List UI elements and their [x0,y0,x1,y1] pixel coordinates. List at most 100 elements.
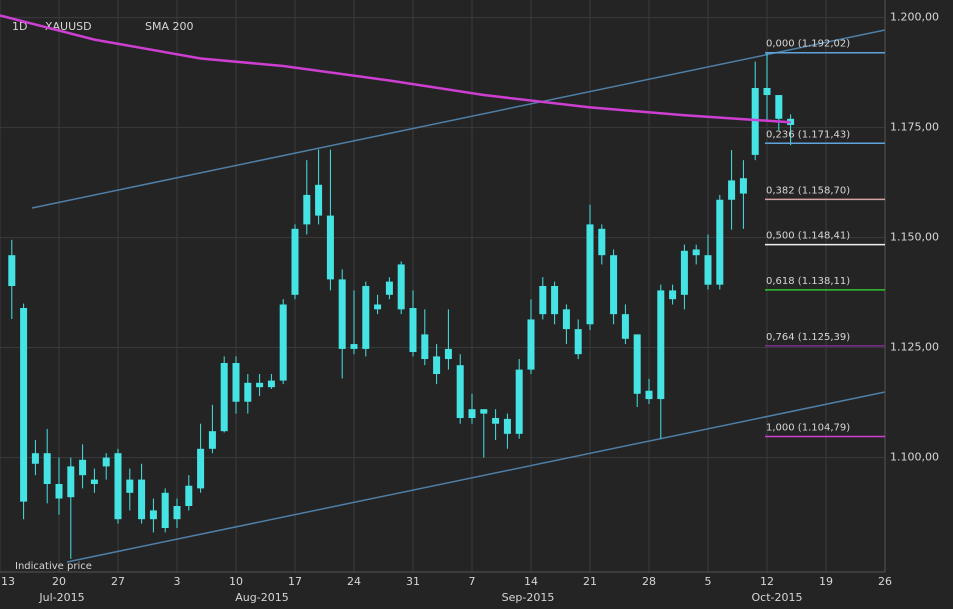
candle-body [232,363,240,402]
candle-body [267,380,275,388]
candle-body [444,348,452,360]
x-tick-label: 28 [642,575,656,588]
channel-upper [31,29,886,209]
candle-body [315,184,323,216]
candle-body [208,431,216,449]
candle-body [397,264,405,310]
candle-body [421,334,429,360]
sma-line [0,14,791,124]
annotation: Indicative price [15,561,92,572]
candle-body [621,314,629,339]
candle-body [539,286,547,315]
x-tick-label: 20 [52,575,66,588]
candle-body [574,329,582,355]
candle-body [279,304,287,381]
x-month-label: Aug-2015 [235,591,288,604]
candle-body [680,250,688,295]
candle-body [102,457,110,467]
fib-label: 0,618 (1.138,11) [766,276,850,287]
x-tick-label: 10 [229,575,243,588]
candle-body [728,180,736,200]
x-tick-label: 24 [347,575,361,588]
fib-label: 0,236 (1.171,43) [766,129,850,140]
fib-label: 0,500 (1.148,41) [766,231,850,242]
symbol: XAUUSD [45,20,92,33]
indicator-label: SMA 200 [145,20,194,33]
candle-body [197,448,205,489]
fib-label: 0,382 (1.158,70) [766,185,850,196]
y-tick-label: 1.100,00 [890,451,939,464]
x-month-label: Oct-2015 [752,591,803,604]
candle-body [633,334,641,394]
candle-body [126,479,134,493]
candle-body [385,281,393,295]
x-tick-label: 27 [111,575,125,588]
x-tick-label: 17 [288,575,302,588]
candle-body [657,290,665,400]
candle-body [645,390,653,400]
timeframe: 1D [12,20,27,33]
candle-body [409,308,417,352]
fib-label: 0,000 (1.192,02) [766,39,850,50]
candle-body [55,484,63,499]
x-tick-label: 14 [524,575,538,588]
candle-body [173,506,181,520]
channel-lower [66,391,886,563]
candle-body [751,88,759,155]
candle-body [303,194,311,225]
fib-label: 1,000 (1.104,79) [766,423,850,434]
candle-body [8,255,16,286]
candle-body [350,344,358,349]
candle-body [31,453,39,464]
candle-body [338,279,346,349]
candle-body [67,466,75,498]
candle-body [138,479,146,520]
candle-body [739,178,747,194]
candle-body [79,459,87,476]
y-tick-label: 1.150,00 [890,231,939,244]
x-tick-label: 21 [583,575,597,588]
candle-body [480,409,488,414]
candle-body [692,249,700,256]
candle-body [149,510,157,520]
candle-body [503,418,511,434]
candle-body [515,369,523,434]
x-tick-label: 13 [1,575,15,588]
y-tick-label: 1.175,00 [890,121,939,134]
x-month-label: Jul-2015 [38,591,84,604]
candle-body [326,215,334,280]
candle-body [362,286,370,349]
candle-body [527,319,535,370]
candle-body [114,453,122,520]
fib-label: 0,764 (1.125,39) [766,332,850,343]
x-tick-label: 31 [406,575,420,588]
candle-body [586,224,594,325]
candle-body [598,228,606,256]
y-tick-label: 1.125,00 [890,341,939,354]
candle-body [716,199,724,285]
candle-body [291,228,299,295]
x-tick-label: 3 [174,575,181,588]
candle-body [433,356,441,374]
candle-body [161,492,169,528]
candle-body [185,485,193,506]
candle-body [551,286,559,315]
candle-body [669,290,677,300]
candle-body [220,363,228,432]
x-month-label: Sep-2015 [502,591,555,604]
candle-body [244,382,252,402]
x-tick-label: 5 [705,575,712,588]
candle-body [492,418,500,424]
candle-body [456,365,464,418]
x-tick-label: 12 [760,575,774,588]
candle-body [468,409,476,418]
y-tick-label: 1.200,00 [890,11,939,24]
candle-body [775,95,783,119]
candle-body [90,479,98,484]
x-tick-label: 19 [819,575,833,588]
candle-body [562,309,570,330]
x-tick-label: 7 [469,575,476,588]
